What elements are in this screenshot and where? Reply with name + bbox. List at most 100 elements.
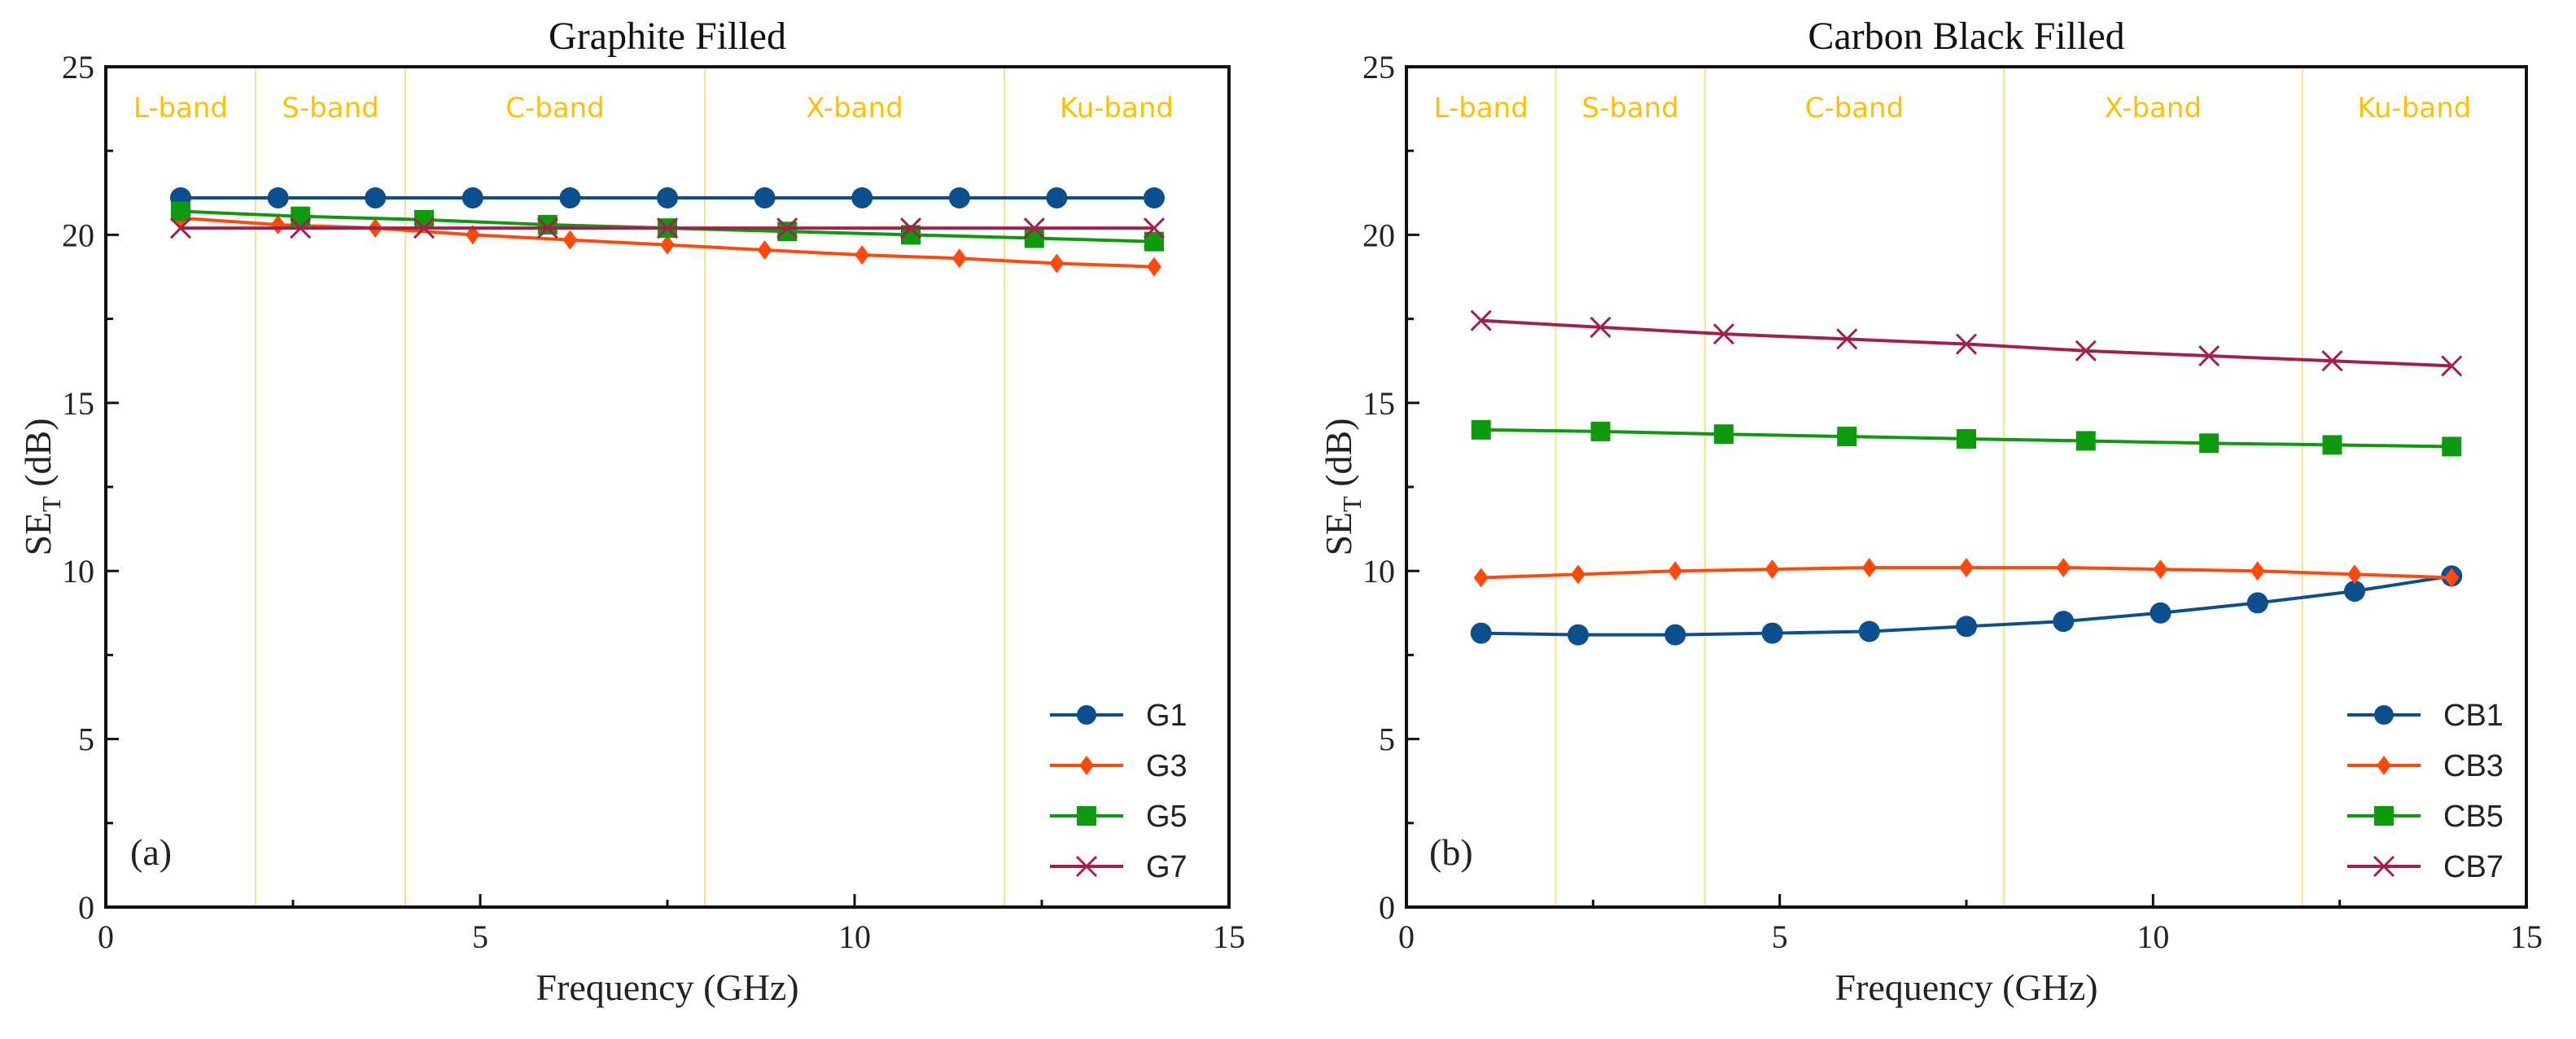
data-point (1959, 558, 1974, 578)
legend-marker (2373, 855, 2395, 878)
legend-item: CB1 (2347, 699, 2504, 733)
chart-carbon-black-filled: Carbon Black Filled Frequency (GHz) SET … (1318, 15, 2543, 1008)
x-tick-label: 15 (1213, 918, 1245, 955)
data-point (2053, 611, 2075, 633)
data-point (169, 217, 192, 239)
series-cb5 (1471, 419, 2462, 457)
data-point (851, 186, 873, 208)
legend-item: G5 (1050, 800, 1187, 834)
series-cb1 (1470, 565, 2463, 646)
band-label: Ku-band (1060, 92, 1174, 125)
data-point (1147, 256, 1161, 277)
data-point (1471, 419, 1491, 440)
x-marker-stroke (1590, 316, 1612, 338)
data-point (1836, 328, 1858, 350)
data-point (1664, 624, 1686, 646)
data-point (291, 206, 311, 226)
x-marker-stroke (2198, 344, 2220, 367)
y-tick-label: 5 (78, 721, 94, 758)
x-tick-label: 0 (98, 918, 114, 955)
legend: G1 G3 G5 G7 (1050, 699, 1187, 884)
data-point (562, 230, 578, 250)
data-point (951, 248, 967, 269)
chart-title: Graphite Filled (549, 15, 786, 58)
data-point (1049, 253, 1065, 274)
legend-marker (2377, 756, 2391, 775)
data-point (1712, 323, 1734, 345)
data-point (2321, 350, 2343, 372)
band-label: X-band (2105, 92, 2202, 125)
x-tick-label: 15 (2510, 918, 2543, 955)
x-marker-stroke (899, 217, 922, 239)
legend-label: G1 (1146, 699, 1187, 733)
data-point (1473, 568, 1489, 588)
legend-marker (2374, 806, 2394, 826)
data-point (2153, 559, 2168, 580)
band-label: L-band (133, 92, 228, 125)
legend-item: G7 (1050, 850, 1187, 884)
y-tick-label: 10 (62, 553, 94, 590)
data-point (2199, 433, 2220, 454)
x-marker-stroke (656, 217, 679, 239)
legend-marker (1075, 855, 1098, 878)
x-marker-stroke (169, 217, 192, 239)
x-marker-stroke (2075, 340, 2097, 362)
legend-label: G5 (1146, 800, 1187, 834)
data-point (537, 215, 558, 235)
data-point (2442, 436, 2462, 457)
data-point (1024, 228, 1044, 248)
legend-marker (1079, 756, 1094, 775)
data-point (777, 221, 798, 242)
data-point (2198, 344, 2220, 367)
band-label: L-band (1434, 92, 1529, 125)
plot-frame (1405, 65, 2528, 909)
y-tick-label: 5 (1379, 721, 1395, 758)
data-point (1570, 564, 1585, 585)
y-axis-label: SET (dB) (17, 418, 66, 555)
data-point (1144, 186, 1165, 208)
data-point (1713, 424, 1734, 445)
series-cb7 (1470, 309, 2463, 377)
y-tick-label: 25 (62, 49, 94, 85)
x-marker-stroke (1075, 855, 1098, 878)
data-point (2444, 568, 2460, 588)
x-marker-stroke (290, 217, 312, 239)
y-tick-label: 10 (1362, 553, 1395, 590)
legend-item: CB3 (2347, 749, 2504, 783)
legend-marker (2374, 705, 2394, 725)
legend-item: CB7 (2347, 850, 2504, 884)
y-tick-label: 20 (1362, 217, 1395, 253)
legend: CB1 CB3 CB5 CB7 (2347, 699, 2504, 884)
legend-item: G3 (1050, 749, 1187, 783)
data-point (2347, 564, 2363, 585)
x-marker-stroke (1836, 328, 1858, 350)
data-point (1861, 558, 1877, 578)
x-marker-stroke (2441, 355, 2463, 377)
data-point (754, 186, 776, 208)
data-point (536, 217, 558, 239)
legend-label: CB7 (2443, 850, 2504, 884)
data-point (899, 217, 922, 239)
data-point (171, 201, 190, 221)
band-label: S-band (1581, 92, 1678, 125)
legend-label: G3 (1146, 749, 1187, 783)
x-tick-label: 10 (838, 918, 871, 955)
y-tick-label: 0 (78, 889, 94, 926)
band-label: S-band (282, 92, 378, 125)
data-point (757, 239, 772, 260)
data-point (1668, 561, 1683, 581)
data-point (1023, 217, 1045, 239)
data-point (1837, 427, 1857, 447)
band-label: Ku-band (2357, 92, 2471, 125)
panel-label: (b) (1429, 831, 1473, 873)
data-point (2075, 340, 2097, 362)
legend-marker (1077, 806, 1096, 826)
data-point (1143, 217, 1166, 239)
legend-label: CB1 (2443, 699, 2504, 733)
data-point (1858, 620, 1880, 642)
data-point (1957, 428, 1976, 449)
x-marker-stroke (1955, 333, 1978, 355)
x-tick-label: 5 (1772, 918, 1788, 955)
data-point (2250, 561, 2265, 581)
